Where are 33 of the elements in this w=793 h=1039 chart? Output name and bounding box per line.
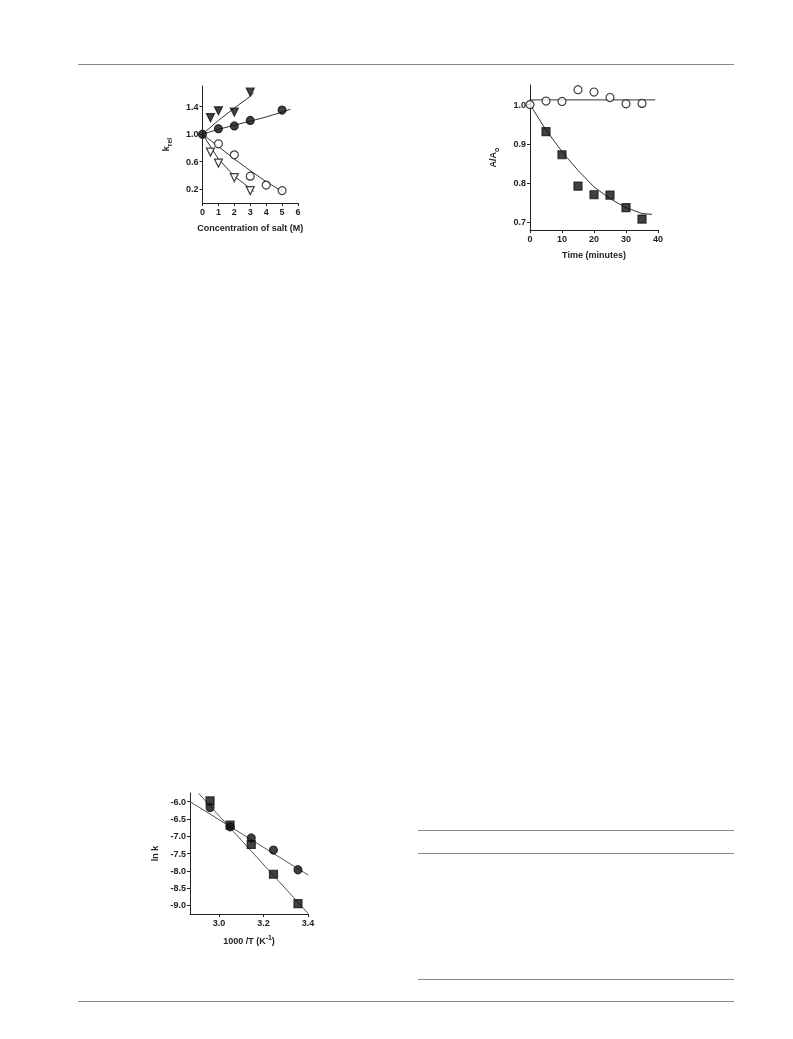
y-tick-label: -7.0 (170, 831, 186, 842)
x-tick-label: 3.4 (301, 917, 315, 928)
x-axis-title: Time (minutes) (562, 249, 626, 260)
x-tick-label: 0 (527, 233, 533, 244)
y-tick-label: 1.4 (185, 101, 199, 112)
x-tick-label: 3 (247, 206, 253, 217)
y-tick-label: -6.5 (170, 813, 186, 824)
x-tick-label: 40 (652, 233, 664, 244)
x-tick-label: 30 (620, 233, 632, 244)
x-tick-label: 6 (295, 206, 301, 217)
x-tick-label: 4 (263, 206, 269, 217)
y-tick-label: 0.6 (185, 156, 199, 167)
x-tick-label: 3.0 (212, 917, 226, 928)
x-tick-label: 0 (199, 206, 206, 217)
x-axis-title: Concentration of salt (M) (197, 222, 304, 233)
y-tick-label: -6.0 (170, 796, 186, 807)
y-axis-title: ln k (150, 844, 161, 862)
y-tick-label: 0.9 (513, 138, 526, 149)
y-tick-label: 0.2 (185, 184, 199, 195)
x-tick-label: 3.2 (257, 917, 270, 928)
x-tick-label: 20 (588, 233, 600, 244)
y-tick-label: -7.5 (170, 848, 186, 859)
x-tick-label: 10 (556, 233, 568, 244)
x-tick-label: 1 (215, 206, 221, 217)
y-tick-label: 1.0 (513, 99, 526, 110)
y-tick-label: 0.7 (513, 217, 526, 228)
y-tick-label: -8.0 (170, 865, 186, 876)
y-tick-label: 0.8 (513, 177, 526, 188)
y-tick-label: -9.0 (170, 900, 186, 911)
x-tick-label: 2 (231, 206, 237, 217)
y-tick-label: -8.5 (170, 883, 186, 894)
x-tick-label: 5 (279, 206, 285, 217)
y-tick-label: 1.0 (185, 129, 199, 140)
